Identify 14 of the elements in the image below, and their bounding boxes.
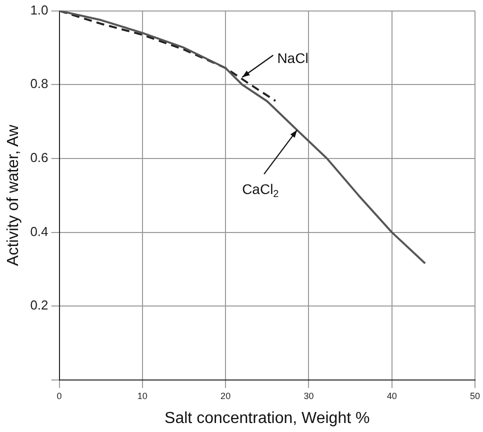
y-tick-label: 1.0 xyxy=(30,2,48,18)
y-tick-label: 0.2 xyxy=(30,298,48,313)
x-tick-label: 20 xyxy=(220,390,231,401)
y-tick-label: 0.6 xyxy=(30,150,48,166)
x-axis-title: Salt concentration, Weight % xyxy=(164,410,370,427)
x-tick-label: 0 xyxy=(56,390,62,401)
x-tick-label: 50 xyxy=(470,390,480,401)
y-tick-label: 0.8 xyxy=(30,76,48,92)
y-axis-title: Activity of water, Aw xyxy=(5,124,22,266)
x-tick-label: 40 xyxy=(386,390,397,401)
y-tick-label: 0.4 xyxy=(30,224,48,239)
x-tick-label: 10 xyxy=(137,390,148,401)
x-tick-label: 30 xyxy=(304,390,314,401)
annotation: NaCl xyxy=(277,50,308,66)
